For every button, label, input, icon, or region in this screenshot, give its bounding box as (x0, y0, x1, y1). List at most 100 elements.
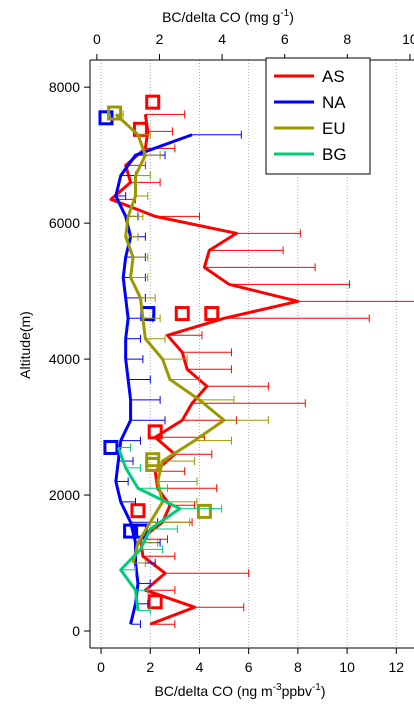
error-bar (128, 375, 151, 384)
error-bar (120, 436, 141, 445)
error-bar (192, 399, 306, 408)
error-bar (224, 314, 370, 323)
error-bar (167, 331, 203, 340)
x-tick-label: 8 (294, 659, 302, 675)
error-bar (130, 416, 166, 425)
y-tick-label: 4000 (49, 351, 80, 367)
x-axis-title: BC/delta CO (ng m-3ppbv-1) (154, 682, 325, 699)
error-bar (115, 477, 129, 486)
error-bar (147, 127, 173, 136)
title-part: ) (321, 683, 326, 699)
error-bar (120, 565, 137, 574)
marker (204, 306, 220, 322)
error-bar (169, 375, 200, 384)
error-bar (133, 559, 146, 568)
x2-tick-label: 0 (93, 31, 101, 47)
legend-label: BG (322, 145, 347, 164)
superscript: -1 (312, 682, 321, 693)
error-bar (140, 293, 156, 302)
error-bar (142, 552, 176, 561)
error-bar (128, 212, 144, 221)
y-axis-title: Altitude(m) (17, 311, 33, 379)
x-tick-label: 10 (339, 659, 355, 675)
superscript: -3 (273, 682, 282, 693)
error-bar (150, 518, 191, 527)
error-bar (187, 365, 232, 374)
error-bar (137, 130, 151, 139)
error-bar (224, 416, 269, 425)
marker (132, 121, 148, 137)
marker (107, 105, 123, 121)
error-bar (140, 545, 164, 554)
title-part: ) (289, 9, 294, 25)
error-bar (125, 232, 139, 241)
x2-tick-label: 6 (281, 31, 289, 47)
error-bar (130, 620, 141, 629)
error-bar (182, 348, 232, 357)
error-bar (174, 450, 213, 459)
x2-tick-label: 4 (218, 31, 226, 47)
y-tick-label: 2000 (49, 487, 80, 503)
error-bar (118, 457, 134, 466)
error-bar (179, 504, 223, 513)
error-bar (236, 229, 301, 238)
x-tick-label: 2 (146, 659, 154, 675)
error-bar (155, 212, 200, 221)
legend-label: AS (322, 67, 345, 86)
marker (123, 523, 139, 539)
error-bar (125, 334, 141, 343)
error-bar (194, 436, 232, 445)
error-bar (135, 586, 149, 595)
error-bar (137, 579, 151, 588)
error-bar (194, 603, 245, 612)
superscript: -1 (280, 8, 289, 19)
error-bar (135, 171, 151, 180)
error-bar (135, 191, 149, 200)
legend-label: EU (322, 119, 346, 138)
marker (130, 503, 146, 519)
error-bar (133, 253, 149, 262)
error-bar (145, 110, 186, 119)
marker (147, 594, 163, 610)
y-tick-label: 6000 (49, 215, 80, 231)
profile-line (114, 133, 193, 625)
x2-tick-label: 8 (343, 31, 351, 47)
x2-tick-label: 10 (402, 31, 414, 47)
error-bar (142, 314, 161, 323)
error-bar (125, 463, 141, 472)
error-bar (145, 151, 161, 160)
error-bar (120, 497, 137, 506)
y-tick-label: 8000 (49, 79, 80, 95)
marker (103, 439, 119, 455)
error-bar (199, 395, 235, 404)
error-bar (206, 382, 269, 391)
error-bar (162, 355, 188, 364)
x2-tick-label: 2 (156, 31, 164, 47)
x-tick-label: 12 (388, 659, 404, 675)
error-bar (137, 484, 168, 493)
error-bar (162, 457, 196, 466)
error-bar (157, 477, 198, 486)
error-bar (209, 246, 284, 255)
error-bar (130, 273, 149, 282)
title-part: BC/delta CO (ng m (154, 683, 272, 699)
x-tick-label: 4 (196, 659, 204, 675)
legend-label: NA (322, 93, 346, 112)
marker (196, 503, 212, 519)
profile-line (116, 446, 182, 611)
error-bar (125, 355, 144, 364)
error-bar (137, 538, 159, 547)
error-bar (165, 569, 250, 578)
error-bar (204, 263, 316, 272)
marker (174, 306, 190, 322)
error-bar (150, 525, 178, 534)
error-bar (145, 586, 176, 595)
error-bar (192, 130, 242, 139)
error-bar (228, 280, 351, 289)
x-tick-label: 0 (97, 659, 105, 675)
marker (147, 424, 163, 440)
title-part: ppbv (282, 683, 312, 699)
error-bar (118, 443, 132, 452)
